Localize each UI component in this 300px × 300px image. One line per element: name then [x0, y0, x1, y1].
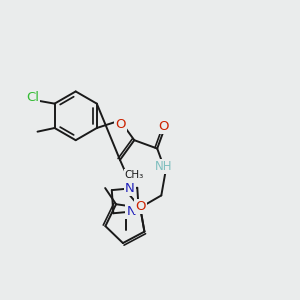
Text: Cl: Cl: [26, 92, 39, 104]
Text: NH: NH: [154, 160, 172, 172]
Text: N: N: [125, 182, 135, 195]
Text: O: O: [158, 120, 169, 134]
Text: O: O: [135, 200, 146, 213]
Text: O: O: [115, 118, 126, 130]
Text: CH₃: CH₃: [125, 170, 144, 180]
Text: N: N: [127, 205, 136, 218]
